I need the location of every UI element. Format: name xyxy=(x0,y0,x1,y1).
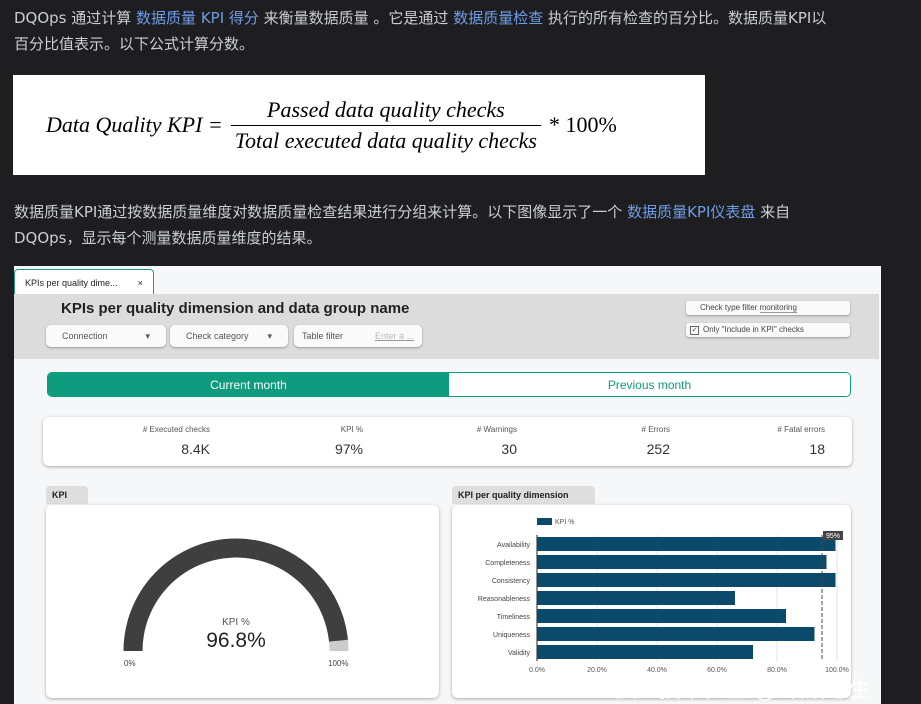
gauge-value: 96.8% xyxy=(206,629,266,652)
stat-4: # Fatal errors 18 xyxy=(777,425,825,457)
legend-swatch xyxy=(537,518,552,525)
stat-value: 252 xyxy=(646,441,670,457)
bar-uniqueness[interactable] xyxy=(537,627,815,641)
dashboard-link[interactable]: 数据质量KPI仪表盘 xyxy=(627,203,756,221)
stat-value: 18 xyxy=(809,441,825,457)
stat-value: 97% xyxy=(334,441,363,457)
x-tick-label: 0.0% xyxy=(529,667,545,674)
page-title: KPIs per quality dimension and data grou… xyxy=(61,300,410,317)
bar-reasonableness[interactable] xyxy=(537,591,735,605)
intro-paragraph: DQOps 通过计算 数据质量 KPI 得分 来衡量数据质量 。它是通过 数据质… xyxy=(14,9,827,53)
legend-label: KPI % xyxy=(555,519,574,526)
formula-fraction: Passed data quality checks Total execute… xyxy=(230,96,541,154)
stat-2: # Warnings 30 xyxy=(477,425,517,457)
formula-rhs: * 100% xyxy=(549,112,617,137)
connection-dropdown[interactable]: Connection ▾ xyxy=(46,325,166,347)
period-toggle: Current month Previous month xyxy=(47,372,851,397)
dashboard-tab[interactable]: KPIs per quality dime... × xyxy=(14,269,154,295)
x-tick-label: 20.0% xyxy=(587,667,607,674)
stat-label: # Warnings xyxy=(476,425,517,434)
stat-0: # Executed checks 8.4K xyxy=(143,425,210,457)
stats-card: # Executed checks 8.4K KPI % 97% # Warnings 3… xyxy=(43,417,852,466)
y-tick-label: Timeliness xyxy=(497,614,531,621)
x-tick-label: 100.0% xyxy=(825,667,849,674)
check-type-filter[interactable]: Check type filter monitoring xyxy=(686,301,850,315)
kpi-card-title: KPI xyxy=(46,486,88,504)
gauge-label: KPI % xyxy=(222,617,250,628)
bar-validity[interactable] xyxy=(537,645,753,659)
y-tick-label: Completeness xyxy=(485,560,530,567)
stat-value: 30 xyxy=(501,441,517,457)
kpi-gauge xyxy=(123,538,349,652)
checkbox-checked-icon: ✓ xyxy=(690,326,699,335)
formula-denominator: Total executed data quality checks xyxy=(230,124,541,154)
include-kpi-checkbox[interactable]: ✓ Only "Include in KPI" checks xyxy=(686,323,850,337)
bar-consistency[interactable] xyxy=(537,573,836,587)
dashboard-header: KPIs per quality dimension and data grou… xyxy=(14,294,879,359)
stat-label: # Errors xyxy=(641,425,670,434)
table-filter[interactable]: Table filter Enter a ... xyxy=(294,325,422,347)
y-tick-label: Uniqueness xyxy=(493,632,530,639)
current-month-button[interactable]: Current month xyxy=(48,373,449,396)
check-category-dropdown[interactable]: Check category ▾ xyxy=(170,325,288,347)
stat-label: # Fatal errors xyxy=(777,425,825,434)
gauge-fill xyxy=(123,538,348,652)
kpi-formula: Data Quality KPI = Passed data quality c… xyxy=(13,75,705,175)
bar-completeness[interactable] xyxy=(537,555,827,569)
chevron-down-icon: ▾ xyxy=(145,331,150,341)
threshold-badge xyxy=(823,531,843,540)
x-tick-label: 40.0% xyxy=(647,667,667,674)
stat-label: KPI % xyxy=(340,425,363,434)
gauge-min: 0% xyxy=(124,659,136,668)
second-paragraph: 数据质量KPI通过按数据质量维度对数据质量检查结果进行分组来计算。以下图像显示了… xyxy=(14,203,791,247)
y-tick-label: Consistency xyxy=(492,578,531,585)
y-tick-label: Availability xyxy=(497,542,530,549)
formula-lhs: Data Quality KPI = xyxy=(46,112,223,137)
table-filter-input[interactable]: Enter a ... xyxy=(374,331,414,341)
watermark: 掘金技术社区 @ 语落心生 xyxy=(615,678,871,703)
checks-link[interactable]: 数据质量检查 xyxy=(453,9,544,27)
bar-chart-card: KPI % 0.0% 20.0% 40.0% 60.0% 80.0% 100.0% Avail… xyxy=(452,505,851,698)
stat-value: 8.4K xyxy=(181,441,210,457)
y-tick-label: Reasonableness xyxy=(478,596,531,603)
close-icon[interactable]: × xyxy=(137,278,143,288)
formula-numerator: Passed data quality checks xyxy=(267,96,505,122)
kpi-gauge-card: KPI % 96.8% 0% 100% xyxy=(46,505,439,698)
stat-3: # Errors 252 xyxy=(642,425,670,457)
kpi-score-link[interactable]: 数据质量 KPI 得分 xyxy=(136,9,259,27)
kpi-bar-chart: KPI % 0.0% 20.0% 40.0% 60.0% 80.0% 100.0% Avail… xyxy=(478,518,849,674)
previous-month-button[interactable]: Previous month xyxy=(449,373,850,396)
x-tick-label: 80.0% xyxy=(767,667,787,674)
bar-chart-title: KPI per quality dimension xyxy=(452,486,595,504)
dashboard-screenshot: KPIs per quality dime... × KPIs per quali… xyxy=(14,266,881,704)
tab-label: KPIs per quality dime... xyxy=(25,278,118,288)
gauge-max: 100% xyxy=(328,659,349,668)
bar-availability[interactable] xyxy=(537,537,836,551)
y-tick-label: Validity xyxy=(508,650,531,657)
stat-label: # Executed checks xyxy=(142,425,210,434)
stat-1: KPI % 97% xyxy=(335,425,363,457)
bar-timeliness[interactable] xyxy=(537,609,786,623)
chevron-down-icon: ▾ xyxy=(267,331,272,341)
x-tick-label: 60.0% xyxy=(707,667,727,674)
threshold-label: 95% xyxy=(826,533,840,540)
